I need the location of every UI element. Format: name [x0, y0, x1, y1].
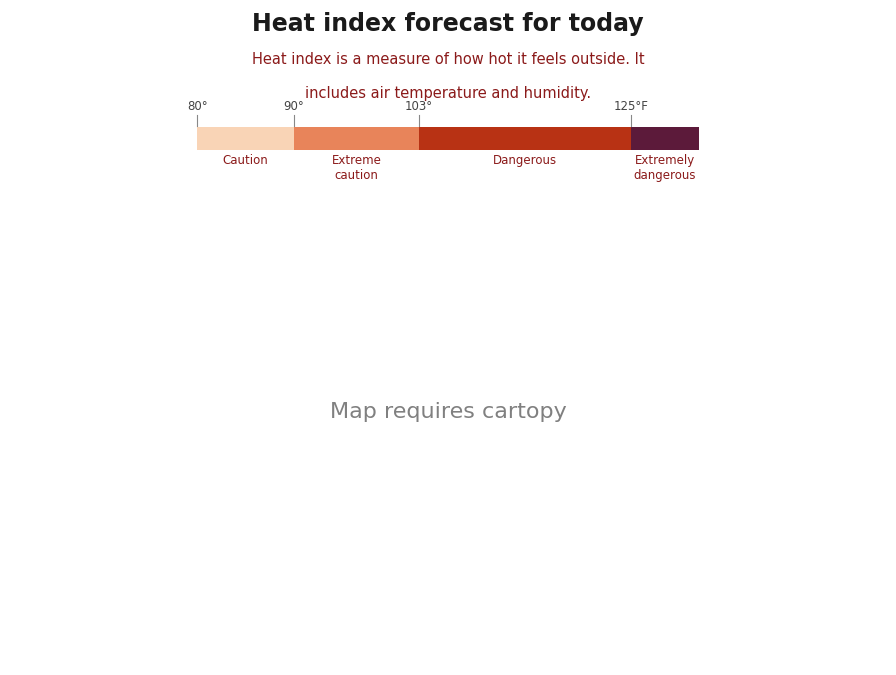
Text: Dangerous: Dangerous [493, 154, 557, 167]
Text: Caution: Caution [222, 154, 268, 167]
Text: Extremely
dangerous: Extremely dangerous [633, 154, 696, 182]
Text: Heat index is a measure of how hot it feels outside. It: Heat index is a measure of how hot it fe… [252, 52, 644, 67]
Text: includes air temperature and humidity.: includes air temperature and humidity. [305, 86, 591, 101]
Text: 125°F: 125°F [614, 100, 649, 113]
Text: 90°: 90° [283, 100, 304, 113]
Text: 80°: 80° [186, 100, 208, 113]
Text: 103°: 103° [405, 100, 433, 113]
Text: Heat index forecast for today: Heat index forecast for today [252, 12, 644, 36]
Text: Extreme
caution: Extreme caution [332, 154, 382, 182]
Text: Map requires cartopy: Map requires cartopy [330, 402, 566, 422]
